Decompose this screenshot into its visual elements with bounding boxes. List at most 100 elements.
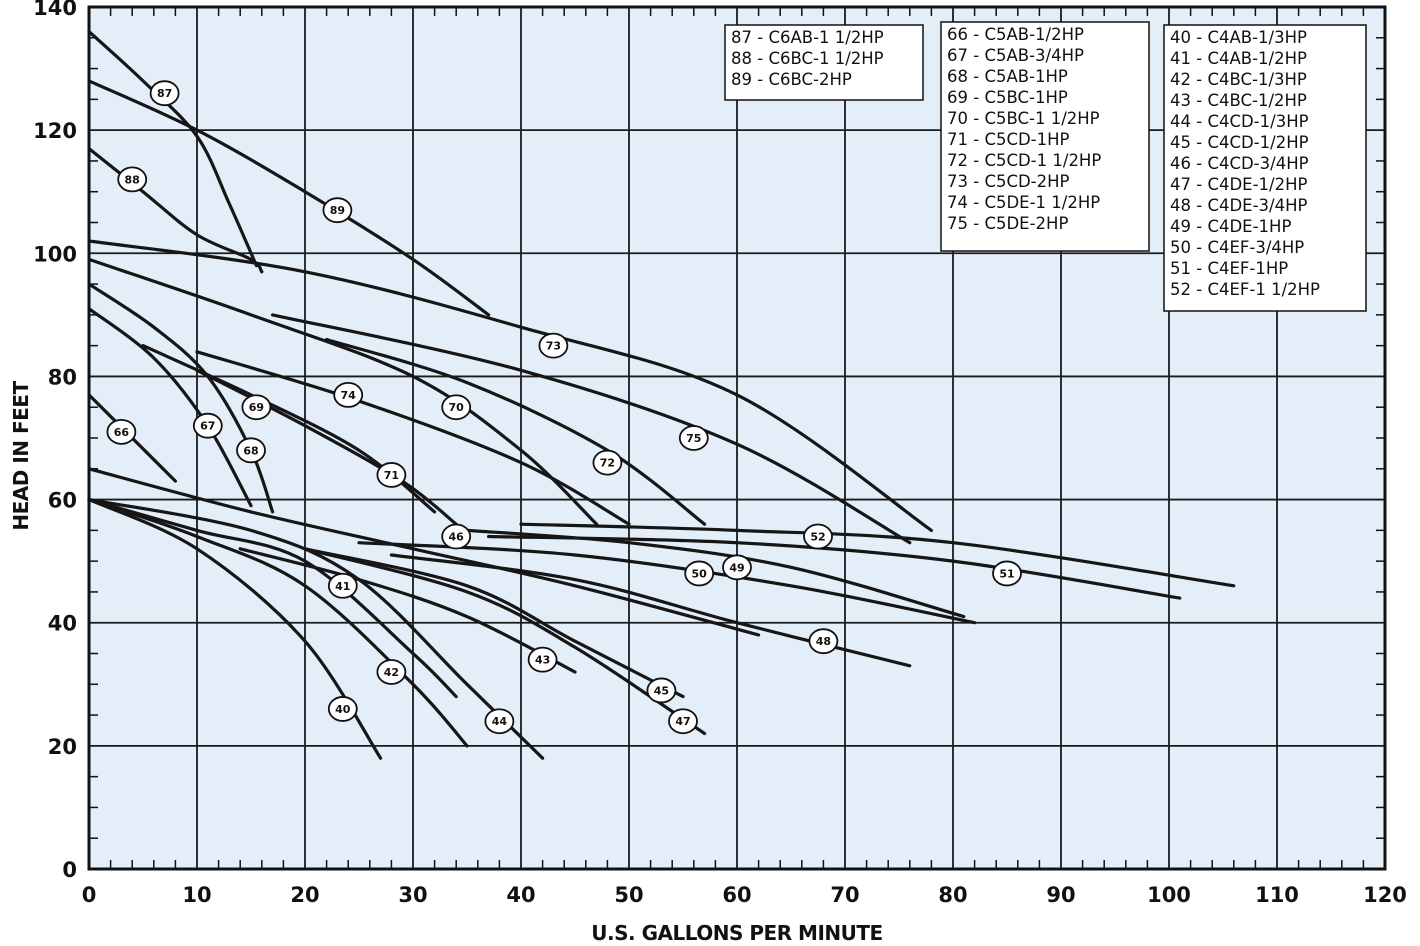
- curve-label-circle: [376, 462, 407, 488]
- curve-label-circle: [678, 425, 709, 451]
- legend-entry: 74 - C5DE-1 1/2HP: [947, 193, 1100, 212]
- legend-entry: 69 - C5BC-1HP: [947, 88, 1068, 107]
- x-tick-label: 80: [938, 883, 967, 907]
- curve-label-text: 89: [330, 204, 345, 217]
- legend-entry: 88 - C6BC-1 1/2HP: [731, 49, 884, 68]
- x-tick-label: 120: [1363, 883, 1407, 907]
- curve-label-text: 74: [341, 389, 357, 402]
- x-tick-label: 60: [722, 883, 751, 907]
- legend-entry: 45 - C4CD-1/2HP: [1170, 133, 1309, 152]
- x-tick-label: 90: [1046, 883, 1075, 907]
- curve-label-72: 72: [592, 449, 623, 476]
- series-curve-75: [271, 313, 912, 545]
- curve-label-48: 48: [808, 628, 839, 655]
- curve-label-88: 88: [117, 166, 148, 193]
- curve-label-circle: [327, 696, 358, 722]
- curve-label-text: 51: [999, 567, 1014, 580]
- x-tick-label: 70: [830, 883, 859, 907]
- legend-box-2: 66 - C5AB-1/2HP 67 - C5AB-3/4HP 68 - C5AB-…: [940, 21, 1150, 252]
- x-tick-label: 110: [1255, 883, 1299, 907]
- legend: 87 - C6AB-1 1/2HP 88 - C6BC-1 1/2HP 89 - C…: [724, 21, 1367, 312]
- x-axis-title: U.S. GALLONS PER MINUTE: [591, 921, 882, 945]
- legend-entry: 50 - C4EF-3/4HP: [1170, 238, 1304, 257]
- series-curve-71: [195, 368, 458, 526]
- y-tick-label: 100: [33, 242, 77, 266]
- x-tick-label: 40: [506, 883, 535, 907]
- curve-label-text: 72: [600, 457, 615, 470]
- curve-label-circle: [538, 332, 569, 359]
- legend-entry: 70 - C5BC-1 1/2HP: [947, 109, 1100, 128]
- legend-entry: 42 - C4BC-1/3HP: [1170, 70, 1307, 89]
- curve-label-circle: [803, 523, 833, 550]
- series-curve-72: [325, 337, 707, 526]
- curve-label-text: 71: [384, 469, 399, 482]
- curve-label-circle: [992, 560, 1022, 587]
- curve-label-69: 69: [241, 394, 272, 421]
- curve-label-circle: [441, 523, 472, 550]
- curve-label-87: 87: [149, 80, 180, 107]
- legend-entry: 52 - C4EF-1 1/2HP: [1170, 280, 1320, 299]
- legend-box-frame: [940, 21, 1150, 252]
- curve-label-73: 73: [538, 332, 569, 359]
- curve-label-circle: [484, 708, 515, 735]
- y-tick-label: 80: [48, 365, 77, 389]
- curve-label-circle: [117, 166, 148, 193]
- curve-label-text: 73: [546, 340, 561, 353]
- legend-box-frame: [724, 24, 924, 101]
- curve-label-46: 46: [441, 523, 472, 550]
- curve-label-52: 52: [803, 523, 833, 550]
- legend-entry: 73 - C5CD-2HP: [947, 172, 1070, 191]
- curve-label-66: 66: [106, 418, 137, 445]
- curve-label-circle: [668, 708, 698, 735]
- curve-label-42: 42: [376, 659, 407, 685]
- legend-entry: 72 - C5CD-1 1/2HP: [947, 151, 1101, 170]
- series-curve-43: [238, 547, 577, 674]
- curve-label-text: 87: [157, 87, 172, 100]
- curve-label-circle: [322, 197, 353, 224]
- curve-label-circle: [149, 80, 180, 107]
- curve-label-43: 43: [527, 646, 558, 673]
- y-tick-label: 0: [62, 858, 77, 882]
- curve-label-41: 41: [327, 572, 358, 599]
- series-curve-51: [487, 534, 1182, 600]
- curve-label-circle: [684, 560, 715, 587]
- curve-label-68: 68: [236, 437, 266, 464]
- curve-label-text: 52: [810, 531, 825, 544]
- x-tick-label: 100: [1147, 883, 1191, 907]
- series-curve-44: [87, 498, 545, 760]
- y-tick-label: 60: [48, 489, 77, 513]
- series-curves: [87, 30, 1236, 760]
- curve-label-circle: [646, 677, 677, 704]
- curve-label-text: 47: [675, 715, 690, 728]
- series-curve-74: [195, 350, 631, 526]
- tick-labels: 0 10 20 30 40 50 60 70 80 90 100 110 120 0 20 40 60 80 100…: [33, 0, 1407, 907]
- legend-entry: 68 - C5AB-1HP: [947, 67, 1068, 86]
- curve-label-text: 68: [243, 444, 258, 457]
- series-curve-67: [87, 307, 253, 508]
- series-curve-70: [87, 257, 599, 526]
- series-curve-87: [87, 30, 258, 268]
- curve-label-circle: [527, 646, 558, 673]
- curve-label-text: 70: [449, 401, 465, 414]
- curve-label-text: 45: [654, 684, 669, 697]
- y-tick-label: 140: [33, 0, 77, 20]
- legend-entry: 75 - C5DE-2HP: [947, 214, 1068, 233]
- curve-label-text: 69: [249, 401, 264, 414]
- legend-entry: 40 - C4AB-1/3HP: [1170, 28, 1307, 47]
- y-tick-label: 120: [33, 119, 77, 143]
- series-curve-45: [303, 547, 685, 699]
- y-tick-label: 20: [48, 735, 77, 759]
- curve-label-text: 46: [449, 531, 465, 544]
- curve-label-circle: [236, 437, 266, 464]
- legend-entry: 47 - C4DE-1/2HP: [1170, 175, 1308, 194]
- x-tick-label: 0: [82, 883, 97, 907]
- series-curve-42: [87, 498, 469, 748]
- legend-entry: 67 - C5AB-3/4HP: [947, 46, 1084, 65]
- x-tick-label: 10: [182, 883, 211, 907]
- curve-label-50: 50: [684, 560, 715, 587]
- curve-label-circle: [376, 659, 407, 685]
- series-curve-89: [87, 79, 491, 317]
- curve-label-text: 49: [729, 561, 744, 574]
- curve-label-45: 45: [646, 677, 677, 704]
